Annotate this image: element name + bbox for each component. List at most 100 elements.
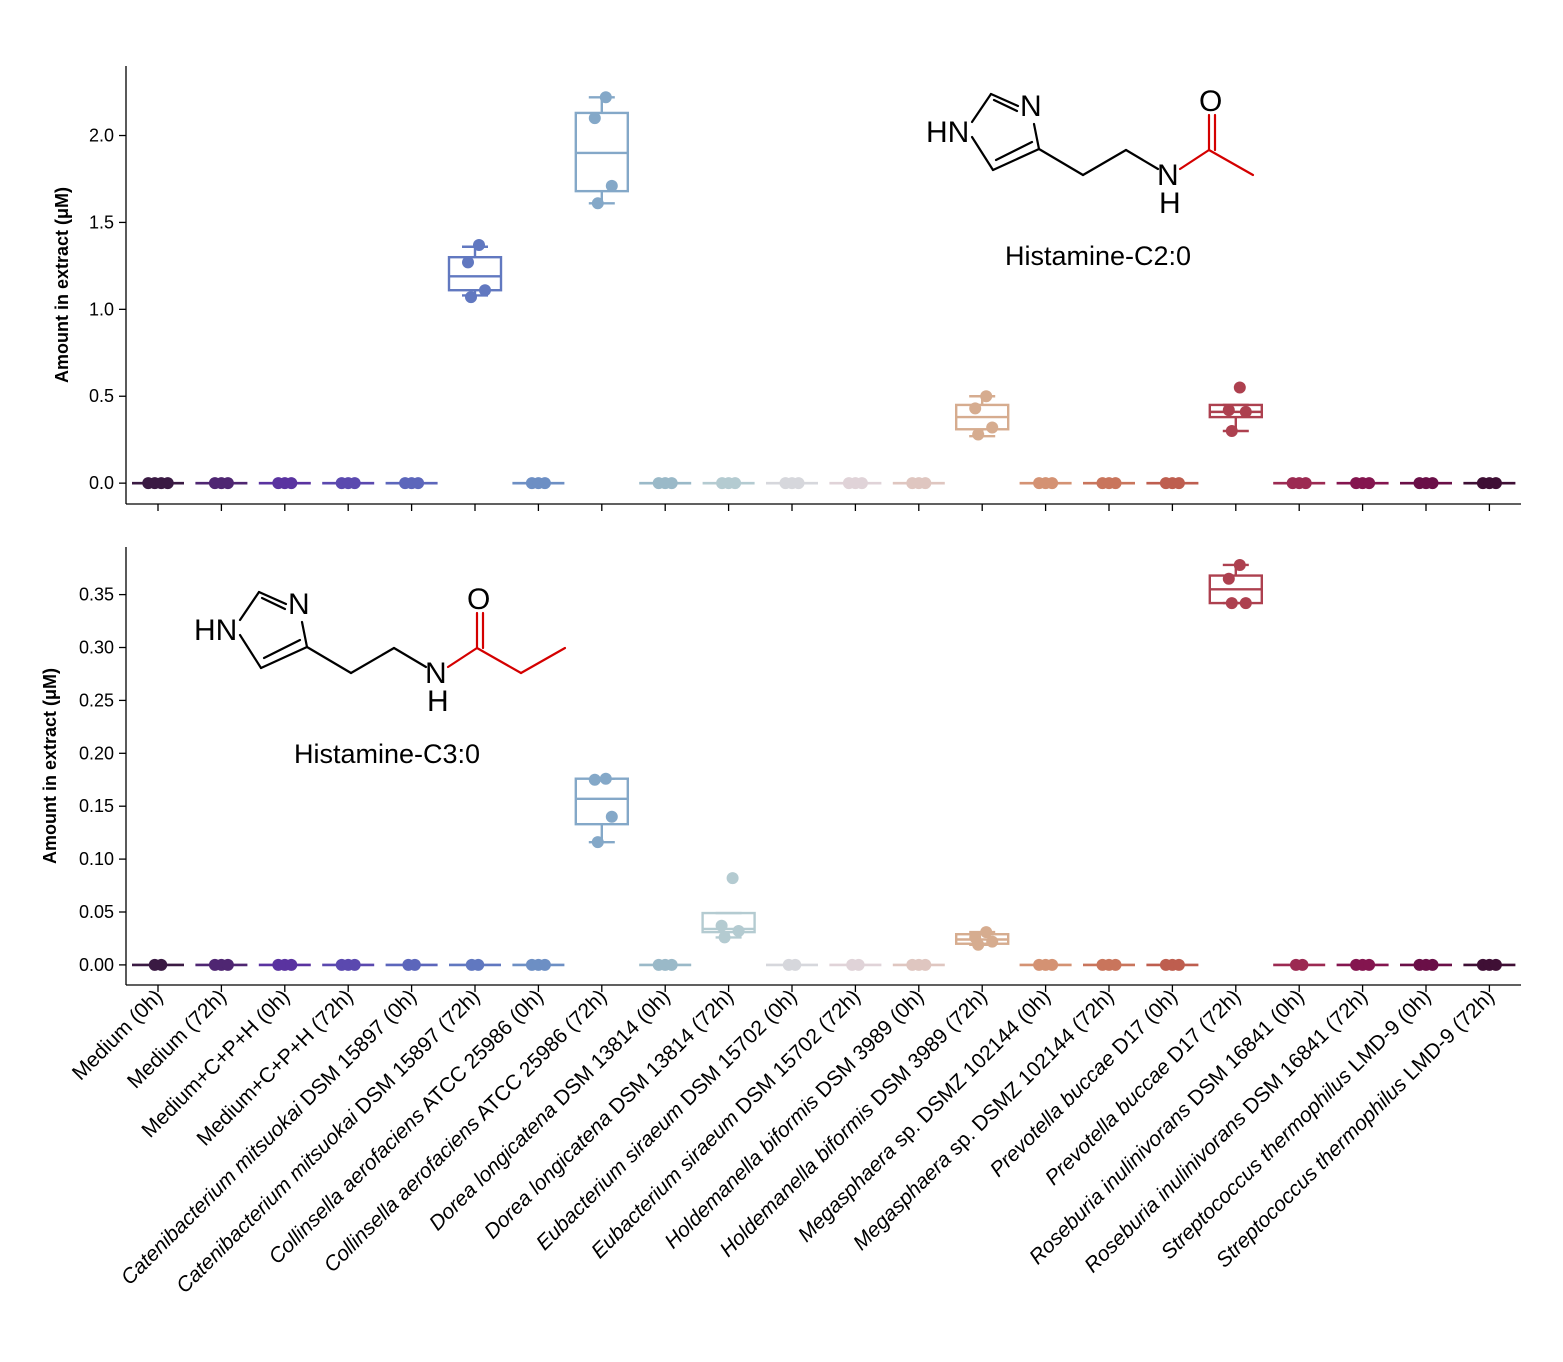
data-point — [1225, 425, 1238, 437]
data-point — [1225, 597, 1238, 610]
data-point — [969, 402, 982, 415]
bond — [259, 645, 309, 670]
data-point — [972, 938, 985, 951]
data-point — [715, 919, 728, 932]
data-point — [588, 773, 601, 786]
bond — [1032, 122, 1041, 151]
data-point — [980, 390, 993, 403]
data-point — [1233, 558, 1246, 571]
data-point — [221, 477, 234, 490]
atom-hn: HN — [194, 614, 237, 647]
atom-n: N — [288, 588, 310, 621]
data-point — [1299, 477, 1312, 490]
atom-n: N — [1020, 90, 1042, 123]
panel-histamine-c3: 0.00 0.05 0.10 0.15 0.20 0.25 0.30 0.35 Amount i… — [40, 547, 1521, 992]
bond — [1081, 148, 1128, 177]
bond — [238, 590, 261, 622]
box-iqr — [701, 911, 756, 934]
atom-o: O — [1199, 85, 1222, 118]
data-point — [465, 291, 477, 304]
data-point — [605, 179, 618, 192]
data-point — [605, 810, 618, 823]
bond — [257, 590, 288, 606]
data-point — [1046, 958, 1059, 971]
data-point — [792, 477, 805, 490]
y-axis-label: Amount in extract (μM) — [52, 187, 72, 383]
y-axis-label: Amount in extract (μM) — [40, 668, 60, 864]
bond — [992, 98, 1019, 113]
bond — [305, 645, 353, 675]
y-tick-label: 0.0 — [89, 473, 114, 493]
data-point — [980, 926, 993, 939]
data-point — [1489, 477, 1502, 490]
compound-label: Histamine-C2:0 — [1005, 241, 1191, 271]
data-point — [588, 112, 601, 125]
data-point — [155, 958, 168, 971]
compound-label: Histamine-C3:0 — [294, 739, 480, 769]
data-point — [855, 477, 868, 490]
atom-h-amide: H — [1159, 187, 1181, 220]
atom-n-amide: N — [1157, 159, 1179, 192]
bond — [519, 646, 567, 675]
data-point — [1426, 477, 1439, 490]
data-point — [408, 958, 421, 971]
data-point — [986, 935, 999, 948]
data-point — [1109, 477, 1122, 490]
bond — [1124, 148, 1160, 171]
data-point — [285, 477, 298, 490]
data-point — [1363, 958, 1376, 971]
bond — [970, 135, 995, 172]
data-point — [1222, 404, 1235, 417]
data-point — [479, 284, 491, 297]
data-point — [221, 958, 234, 971]
data-point — [986, 421, 999, 434]
data-point — [1109, 958, 1122, 971]
y-tick-label: 0.5 — [89, 386, 114, 406]
data-point — [732, 925, 745, 938]
data-point — [599, 772, 612, 785]
data-point — [972, 428, 985, 441]
bond — [300, 620, 309, 649]
data-point — [538, 477, 551, 490]
data-point — [1172, 958, 1185, 971]
y-tick-label: 1.0 — [89, 299, 114, 319]
bond — [262, 638, 302, 660]
atom-n-amide: N — [425, 657, 447, 690]
atom-o: O — [467, 583, 490, 616]
data-point — [1239, 597, 1252, 610]
bond — [238, 633, 263, 670]
bond — [392, 646, 428, 669]
data-point — [1222, 572, 1235, 585]
y-tick-label: 1.5 — [89, 212, 114, 232]
x-category-label: Catenibacterium mitsuokai DSM 15897 (0h) — [117, 985, 421, 1289]
bond — [970, 92, 993, 124]
data-point — [599, 91, 612, 104]
box-iqr — [574, 777, 629, 826]
data-point — [473, 239, 485, 252]
atom-hn: HN — [926, 116, 969, 149]
y-tick-label: 2.0 — [89, 126, 114, 146]
data-point — [1363, 477, 1376, 490]
data-point — [1426, 958, 1439, 971]
bond — [1207, 148, 1255, 177]
data-point — [1489, 958, 1502, 971]
x-axis-category-labels: Medium (0h)Medium (72h)Medium+C+P+H (0h)… — [68, 985, 1499, 1298]
y-tick-label: 0.25 — [79, 690, 114, 710]
y-tick-label: 0.35 — [79, 585, 114, 605]
y-tick-label: 0.15 — [79, 796, 114, 816]
bond — [349, 646, 396, 675]
data-point — [1239, 405, 1252, 418]
bond — [1178, 148, 1211, 171]
data-point — [1233, 381, 1246, 394]
bond — [1037, 147, 1085, 177]
data-point — [591, 836, 604, 849]
data-point — [718, 931, 731, 944]
data-point — [472, 958, 485, 971]
data-point — [161, 477, 174, 490]
data-point — [665, 958, 678, 971]
y-tick-label: 0.20 — [79, 743, 114, 763]
data-point — [729, 477, 742, 490]
